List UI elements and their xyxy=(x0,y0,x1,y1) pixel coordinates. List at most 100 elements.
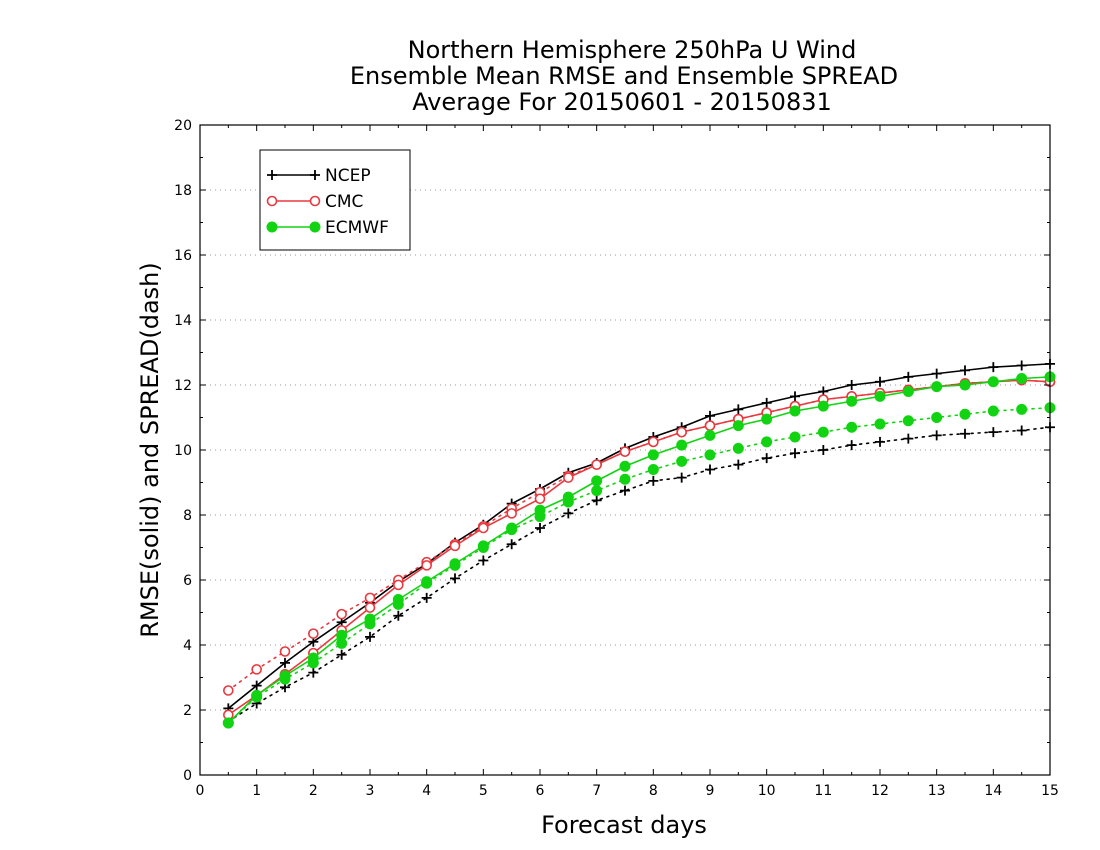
legend-box xyxy=(259,149,411,251)
cmc-rmse-point xyxy=(648,436,659,448)
cmc-spread-point xyxy=(308,628,319,639)
ncep-spread-point xyxy=(648,475,659,486)
ncep-rmse-point xyxy=(705,410,715,421)
ecmwf-rmse-point xyxy=(817,400,829,412)
ncep-spread-point xyxy=(506,539,517,550)
x-tick-label-12: 12 xyxy=(871,783,889,799)
ecmwf-rmse-point xyxy=(421,576,433,588)
ncep-spread-point xyxy=(591,495,602,506)
cmc-rmse-point xyxy=(704,420,716,431)
legend-label-cmc: CMC xyxy=(325,192,363,212)
ecmwf-rmse-point xyxy=(307,652,319,664)
ecmwf-rmse-point xyxy=(1016,373,1028,384)
ncep-rmse-point xyxy=(960,365,970,376)
ecmwf-rmse-point xyxy=(676,439,688,451)
x-tick-label-14: 14 xyxy=(984,783,1002,799)
ncep-spread-point xyxy=(393,610,404,621)
cmc-spread-point xyxy=(279,646,291,657)
legend: NCEP CMC ECMWF xyxy=(259,149,411,251)
ecmwf-rmse-point xyxy=(336,629,348,641)
cmc-spread-line xyxy=(227,379,1051,692)
ecmwf-spread-point xyxy=(846,421,858,433)
ncep-spread-point xyxy=(875,436,885,447)
cmc-rmse-point xyxy=(449,540,461,552)
ecmwf-spread-point xyxy=(817,426,829,438)
ncep-spread-point xyxy=(705,464,715,475)
x-tick-label-9: 9 xyxy=(706,783,715,799)
ecmwf-rmse-point xyxy=(477,540,489,552)
ecmwf-rmse-point xyxy=(789,405,801,417)
ncep-spread-point xyxy=(733,459,744,470)
x-tick-label-15: 15 xyxy=(1041,783,1059,799)
ecmwf-rmse-point xyxy=(449,558,461,570)
ncep-rmse-point xyxy=(280,657,290,668)
ncep-rmse-point xyxy=(903,371,914,382)
x-tick-label-7: 7 xyxy=(592,783,601,799)
ecmwf-spread-point xyxy=(761,436,773,448)
ncep-rmse-point xyxy=(988,362,999,373)
y-tick-label-8: 8 xyxy=(183,508,192,524)
ecmwf-rmse-point xyxy=(987,376,999,388)
x-tick-label-2: 2 xyxy=(309,783,318,799)
ncep-spread-point xyxy=(308,667,319,678)
cmc-rmse-point xyxy=(478,522,489,534)
legend-label-ecmwf: ECMWF xyxy=(325,218,389,238)
ecmwf-spread-point xyxy=(647,464,659,475)
ncep-rmse-point xyxy=(1016,360,1027,371)
series-ncep xyxy=(223,358,1055,727)
ecmwf-spread-point xyxy=(931,412,943,423)
x-tick-label-8: 8 xyxy=(649,783,658,799)
legend-marker-ncep xyxy=(310,170,320,180)
cmc-rmse-point xyxy=(676,426,687,438)
series-ecmwf xyxy=(222,371,1056,729)
ecmwf-rmse-point xyxy=(222,717,234,729)
ecmwf-spread-point xyxy=(959,408,971,420)
ecmwf-rmse-point xyxy=(959,379,971,391)
y-tick-label-16: 16 xyxy=(174,248,192,264)
x-tick-label-6: 6 xyxy=(536,783,545,799)
cmc-rmse-point xyxy=(534,493,546,505)
y-tick-label-6: 6 xyxy=(183,573,192,589)
ncep-spread-point xyxy=(336,649,347,660)
ncep-spread-point xyxy=(563,508,574,519)
ncep-rmse-point xyxy=(846,380,857,390)
ncep-spread-point xyxy=(676,472,687,483)
ecmwf-rmse-point xyxy=(534,504,546,516)
ecmwf-spread-point xyxy=(902,415,914,427)
legend-marker-cmc xyxy=(266,195,278,207)
x-axis-label: Forecast days xyxy=(541,811,707,839)
ecmwf-spread-point xyxy=(704,449,716,461)
legend-marker-cmc xyxy=(309,195,321,207)
chart-title-line-3: Average For 20150601 - 20150831 xyxy=(412,88,832,116)
ecmwf-rmse-point xyxy=(392,594,404,605)
y-tick-label-4: 4 xyxy=(183,638,192,654)
ecmwf-rmse-point xyxy=(732,420,744,432)
ncep-spread-point xyxy=(903,433,914,444)
cmc-spread-point xyxy=(251,664,262,675)
ecmwf-rmse-point xyxy=(761,413,773,425)
ncep-spread-point xyxy=(931,430,942,441)
x-tick-label-10: 10 xyxy=(758,783,776,799)
ecmwf-spread-point xyxy=(619,473,631,485)
ecmwf-spread-point xyxy=(591,485,603,497)
legend-marker-ecmwf xyxy=(266,221,278,233)
y-tick-label-10: 10 xyxy=(174,443,192,459)
ecmwf-rmse-point xyxy=(251,689,263,701)
ncep-spread-point xyxy=(846,440,857,451)
cmc-rmse-point xyxy=(506,508,517,519)
ecmwf-spread-point xyxy=(676,455,688,467)
ncep-rmse-point xyxy=(875,376,885,387)
ecmwf-rmse-point xyxy=(562,491,574,503)
ncep-spread-point xyxy=(365,631,375,642)
cmc-rmse-point xyxy=(563,472,574,483)
x-tick-label-0: 0 xyxy=(196,783,205,799)
ecmwf-spread-point xyxy=(732,442,744,454)
ecmwf-rmse-point xyxy=(931,381,943,393)
y-tick-label-14: 14 xyxy=(174,313,192,329)
x-tick-label-4: 4 xyxy=(422,783,431,799)
ncep-spread-point xyxy=(450,573,460,584)
cmc-rmse-point xyxy=(364,602,376,613)
legend-items: NCEP CMC ECMWF xyxy=(266,166,389,238)
cmc-spread-point xyxy=(336,608,347,620)
